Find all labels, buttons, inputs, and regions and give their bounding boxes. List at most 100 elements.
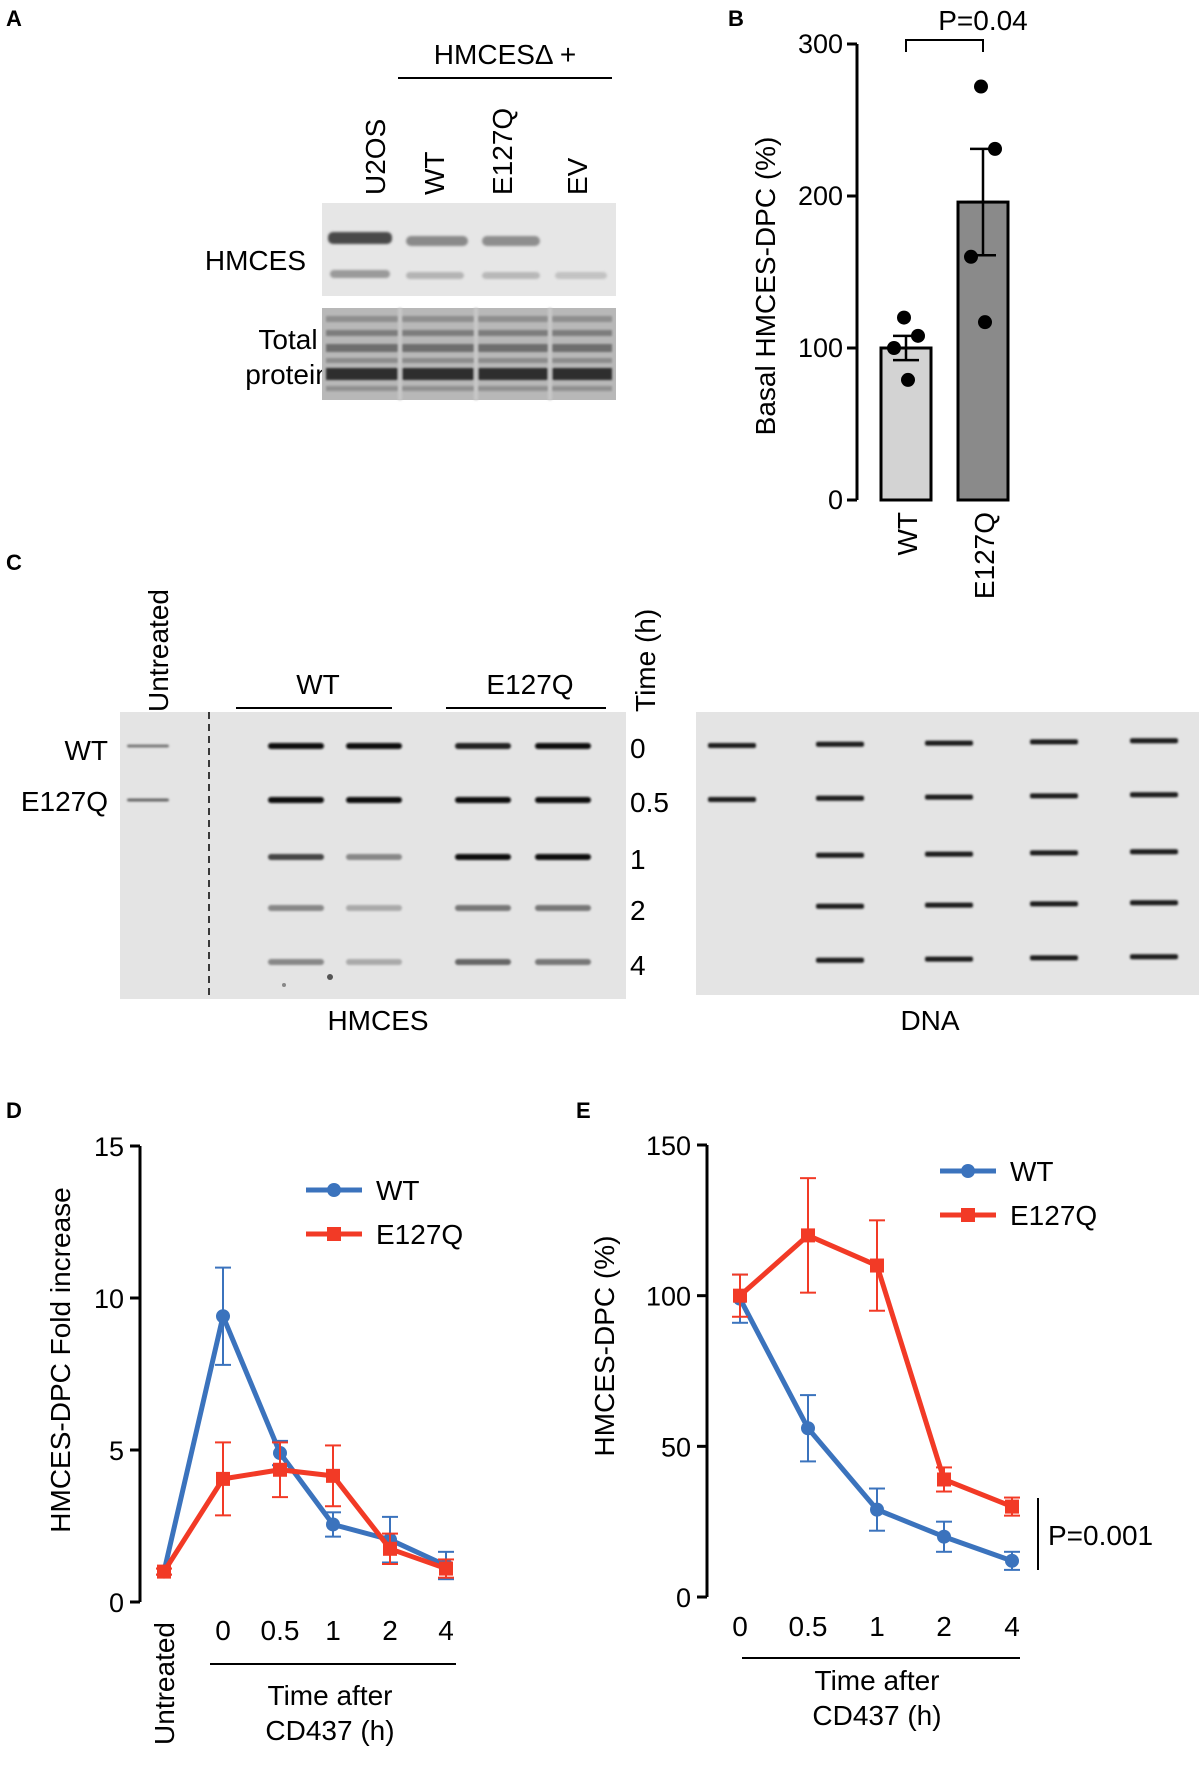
hmces-delta-header: HMCESΔ + xyxy=(434,39,576,70)
panel-b-point xyxy=(964,249,978,264)
slot-band xyxy=(816,741,864,747)
panel-d-xtick-label: 1 xyxy=(325,1615,341,1646)
slot-band xyxy=(455,959,511,965)
panel-b-ytick-label: 100 xyxy=(798,333,843,363)
slot-band xyxy=(455,905,511,911)
panel-b-point xyxy=(978,315,992,330)
panel-e-xtick-label: 4 xyxy=(1004,1611,1020,1642)
panel-b-ytick-label: 200 xyxy=(798,181,843,211)
slot-band xyxy=(1030,955,1078,961)
panel-d-ytick-label: 0 xyxy=(109,1588,124,1618)
panel-e-ytick-label: 100 xyxy=(646,1282,691,1312)
panel-d-xtick-label: 2 xyxy=(382,1615,398,1646)
wt-group-label: WT xyxy=(296,669,340,700)
slot-band xyxy=(535,854,591,860)
panel-e-point xyxy=(1005,1553,1019,1568)
panel-label-b: B xyxy=(728,6,744,31)
panel-d: D HMCES-DPC Fold increase 051015WTE127QU… xyxy=(6,1098,463,1746)
slot-band xyxy=(535,797,591,803)
panel-e-ytick-label: 50 xyxy=(661,1432,691,1462)
slot-band xyxy=(346,905,402,911)
slot-band xyxy=(535,905,591,911)
panel-c: C Untreated WT E127Q Time (h) WT E127Q 0… xyxy=(6,550,1199,1036)
slot-band xyxy=(925,956,973,962)
slot-band xyxy=(127,744,169,748)
slot-band xyxy=(268,905,324,911)
lane-label-wt: WT xyxy=(419,151,450,195)
total-protein-label-line2: protein xyxy=(245,359,331,390)
slot-band xyxy=(268,854,324,860)
panel-b-point xyxy=(974,79,988,94)
panel-label-a: A xyxy=(6,6,22,31)
time-label-4: 4 xyxy=(630,950,646,981)
dna-slot-blot xyxy=(696,712,1199,995)
hmces-western-blot xyxy=(322,203,616,296)
panel-d-plot: 0 5 10 15 WT E127Q Untreated 0 0.5 1 2 4 xyxy=(94,1132,463,1745)
slot-band xyxy=(816,903,864,909)
panel-b-pvalue: P=0.04 xyxy=(938,5,1028,36)
slot-band xyxy=(455,743,511,749)
slot-band xyxy=(455,854,511,860)
panel-label-c: C xyxy=(6,550,22,575)
panel-d-xlabel-line1: Time after xyxy=(268,1680,393,1711)
slot-band xyxy=(1130,900,1178,906)
hmces-slot-blot xyxy=(120,712,626,999)
slot-band xyxy=(1030,850,1078,856)
panel-d-point xyxy=(439,1561,453,1576)
panel-e-xlabel-line2: CD437 (h) xyxy=(812,1700,941,1731)
panel-e-point xyxy=(937,1472,951,1487)
slot-band xyxy=(1030,901,1078,907)
panel-b-ytick-label: 300 xyxy=(798,29,843,59)
panel-d-legend-label: WT xyxy=(376,1175,420,1206)
panel-d-legend-marker xyxy=(327,1183,341,1197)
time-h-label: Time (h) xyxy=(630,609,661,712)
panel-d-point xyxy=(216,1309,230,1324)
panel-e-ytick-label: 150 xyxy=(646,1131,691,1161)
slot-band xyxy=(708,797,756,802)
time-label-1: 1 xyxy=(630,844,646,875)
panel-b-point xyxy=(911,328,925,343)
panel-e-xlabel-line1: Time after xyxy=(815,1665,940,1696)
panel-d-point xyxy=(273,1462,287,1477)
time-label-0: 0 xyxy=(630,733,646,764)
panel-e-plot: 0 50 100 150 WT E127Q 0 0.5 1 2 4 xyxy=(646,1131,1097,1659)
panel-e-point xyxy=(937,1529,951,1544)
panel-e-legend-marker xyxy=(961,1164,975,1178)
slot-band xyxy=(268,959,324,965)
panel-d-ylabel: HMCES-DPC Fold increase xyxy=(45,1187,76,1532)
panel-e-xtick-label: 0 xyxy=(732,1611,748,1642)
panel-e-point xyxy=(801,1228,815,1243)
panel-b-point xyxy=(897,310,911,325)
slot-band xyxy=(346,743,402,749)
slot-band xyxy=(925,902,973,908)
panel-b-point xyxy=(988,141,1002,156)
panel-b-xtick-label: E127Q xyxy=(969,512,1000,599)
total-protein-blot xyxy=(322,308,616,400)
slot-band xyxy=(816,957,864,963)
panel-b-point xyxy=(901,372,915,387)
slot-band xyxy=(535,743,591,749)
panel-e-point xyxy=(870,1502,884,1517)
panel-d-ytick-label: 10 xyxy=(94,1284,124,1314)
panel-e-point xyxy=(733,1288,747,1303)
slot-band xyxy=(708,743,756,748)
slot-band xyxy=(925,740,973,746)
panel-b-xtick-label: WT xyxy=(892,512,923,556)
panel-e-xtick-label: 1 xyxy=(869,1611,885,1642)
slot-band xyxy=(1030,739,1078,745)
slot-band xyxy=(268,797,324,803)
lane-label-u2os: U2OS xyxy=(360,119,391,195)
slot-band xyxy=(346,854,402,860)
time-label-2: 2 xyxy=(630,895,646,926)
panel-label-e: E xyxy=(576,1098,591,1123)
panel-d-xtick-label: 0.5 xyxy=(261,1615,300,1646)
panel-b-ylabel: Basal HMCES-DPC (%) xyxy=(750,137,781,436)
panel-d-xtick-label: Untreated xyxy=(149,1622,180,1745)
panel-b-bar xyxy=(879,346,933,502)
panel-b-ytick-label: 0 xyxy=(828,485,843,515)
panel-label-d: D xyxy=(6,1098,22,1123)
slot-band xyxy=(816,795,864,801)
panel-d-legend-label: E127Q xyxy=(376,1219,463,1250)
panel-d-point xyxy=(326,1468,340,1483)
